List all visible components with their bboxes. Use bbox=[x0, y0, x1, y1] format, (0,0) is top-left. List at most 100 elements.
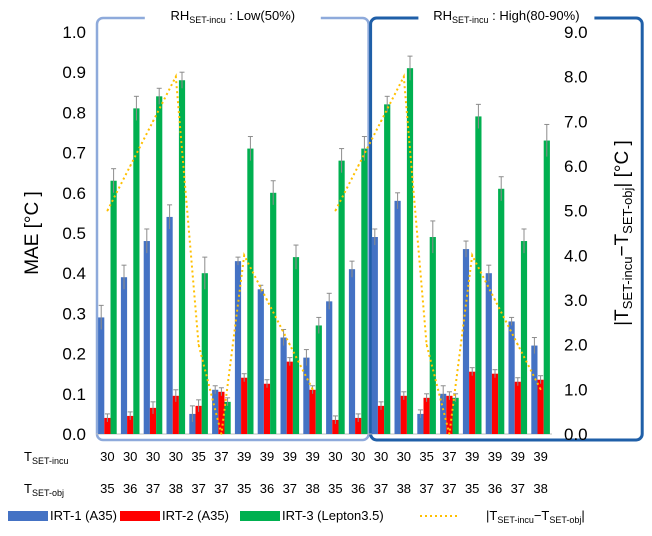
bar-1 bbox=[394, 200, 401, 434]
bar-1 bbox=[212, 389, 219, 434]
y-left-axis-title: MAE [°C ] bbox=[22, 191, 43, 275]
difference-point bbox=[106, 209, 109, 212]
y-right-axis-title: |TSET-incu−TSET-obj| [°C ] bbox=[612, 140, 635, 326]
y-left-tick-label: 0.6 bbox=[62, 184, 86, 203]
legend-line-part: −T bbox=[534, 508, 550, 523]
bar-2 bbox=[104, 417, 111, 434]
group-label-post: : Low(50%) bbox=[226, 8, 295, 23]
bar-3 bbox=[498, 188, 505, 434]
difference-point bbox=[334, 209, 337, 212]
difference-point bbox=[425, 343, 428, 346]
bar-2 bbox=[241, 377, 248, 434]
bar-1 bbox=[462, 249, 470, 434]
x-tick-label-incu: 30 bbox=[397, 449, 411, 464]
legend-label-3: IRT-3 (Lepton3.5) bbox=[282, 508, 384, 523]
y-right-tick-label: 9.0 bbox=[564, 23, 588, 42]
difference-point bbox=[380, 120, 382, 123]
bar-3 bbox=[178, 80, 186, 435]
y-left-tick-label: 0.7 bbox=[62, 144, 86, 163]
y-right-title-sub: SET-obj bbox=[620, 187, 635, 233]
x-tick-label-incu: 39 bbox=[283, 449, 297, 464]
bar-1 bbox=[257, 289, 264, 434]
difference-point bbox=[289, 343, 291, 346]
x-tick-label-incu: 39 bbox=[237, 449, 251, 464]
x-tick-label-incu: 39 bbox=[465, 449, 479, 464]
difference-point bbox=[471, 254, 474, 257]
x-tick-label-obj: 37 bbox=[191, 481, 205, 496]
difference-point bbox=[152, 120, 154, 123]
x-tick-label-obj: 37 bbox=[419, 481, 433, 496]
bar-3 bbox=[429, 237, 436, 434]
bar-1 bbox=[485, 273, 492, 434]
bar-2 bbox=[491, 373, 499, 434]
bar-2 bbox=[355, 417, 362, 434]
x-tick-label-incu: 39 bbox=[511, 449, 525, 464]
legend-label-1: IRT-1 (A35) bbox=[50, 508, 117, 523]
x-tick-label-obj: 36 bbox=[488, 481, 502, 496]
group-label-bg-0 bbox=[144, 4, 321, 26]
y-right-title-part: | [°C ] bbox=[612, 140, 633, 187]
row-label-sub: SET-incu bbox=[32, 456, 69, 466]
legend-label-line: |TSET-incu−TSET-obj| bbox=[486, 508, 585, 525]
bar-3 bbox=[224, 401, 231, 434]
x-tick-label-incu: 30 bbox=[169, 449, 183, 464]
x-tick-label-incu: 35 bbox=[191, 449, 205, 464]
difference-point bbox=[517, 343, 519, 346]
legend-line-part: | bbox=[581, 508, 584, 523]
y-right-tick-label: 1.0 bbox=[564, 380, 588, 399]
y-left-tick-label: 0.8 bbox=[62, 103, 86, 122]
group-label-rh: RH bbox=[433, 8, 452, 23]
bar-3 bbox=[361, 148, 368, 434]
row-label-sub: SET-obj bbox=[32, 488, 64, 498]
bar-2 bbox=[537, 379, 544, 434]
x-tick-label-obj: 37 bbox=[511, 481, 525, 496]
x-tick-label-obj: 38 bbox=[397, 481, 411, 496]
y-left-tick-label: 0.1 bbox=[62, 385, 86, 404]
bar-2 bbox=[172, 395, 179, 434]
difference-point bbox=[266, 299, 268, 301]
y-right-tick-label: 5.0 bbox=[564, 202, 588, 221]
bar-3 bbox=[406, 68, 414, 435]
bar-1 bbox=[531, 345, 538, 434]
difference-line-low bbox=[106, 73, 314, 435]
y-right-title-part: −T bbox=[612, 233, 633, 256]
bar-3 bbox=[384, 104, 391, 435]
bar-3 bbox=[247, 148, 254, 434]
legend-swatch-2 bbox=[120, 511, 160, 521]
group-label-0: RHSET-incu : Low(50%) bbox=[170, 8, 295, 25]
group-label-rh: RH bbox=[170, 8, 189, 23]
y-left-tick-label: 0.5 bbox=[62, 224, 86, 243]
bar-2 bbox=[149, 407, 157, 434]
bar-3 bbox=[133, 108, 140, 434]
y-right-tick-label: 2.0 bbox=[564, 336, 588, 355]
difference-point bbox=[539, 388, 542, 391]
bar-3 bbox=[338, 160, 345, 434]
x-tick-label-obj: 36 bbox=[351, 481, 365, 496]
bar-1 bbox=[348, 269, 356, 434]
group-label-post: : High(80-90%) bbox=[489, 8, 580, 23]
bar-1 bbox=[234, 261, 242, 434]
bar-1 bbox=[508, 321, 515, 434]
legend-line-sub: SET-incu bbox=[497, 515, 534, 525]
difference-point bbox=[311, 388, 314, 391]
row-label-t: T bbox=[24, 449, 32, 464]
difference-point bbox=[197, 343, 200, 346]
bar-3 bbox=[292, 257, 300, 434]
bar-3 bbox=[315, 325, 322, 434]
bar-1 bbox=[280, 337, 287, 434]
bar-2 bbox=[286, 361, 293, 434]
difference-point bbox=[243, 254, 245, 257]
difference-point bbox=[403, 75, 405, 78]
bar-1 bbox=[371, 237, 378, 434]
bar-3 bbox=[452, 397, 459, 434]
row-label-0: TSET-incu bbox=[24, 449, 68, 466]
difference-point bbox=[494, 299, 496, 301]
x-tick-label-obj: 35 bbox=[328, 481, 342, 496]
x-tick-label-obj: 36 bbox=[260, 481, 274, 496]
x-tick-label-incu: 39 bbox=[260, 449, 274, 464]
bar-3 bbox=[156, 96, 163, 434]
bar-3 bbox=[110, 180, 117, 434]
difference-point bbox=[220, 433, 223, 435]
